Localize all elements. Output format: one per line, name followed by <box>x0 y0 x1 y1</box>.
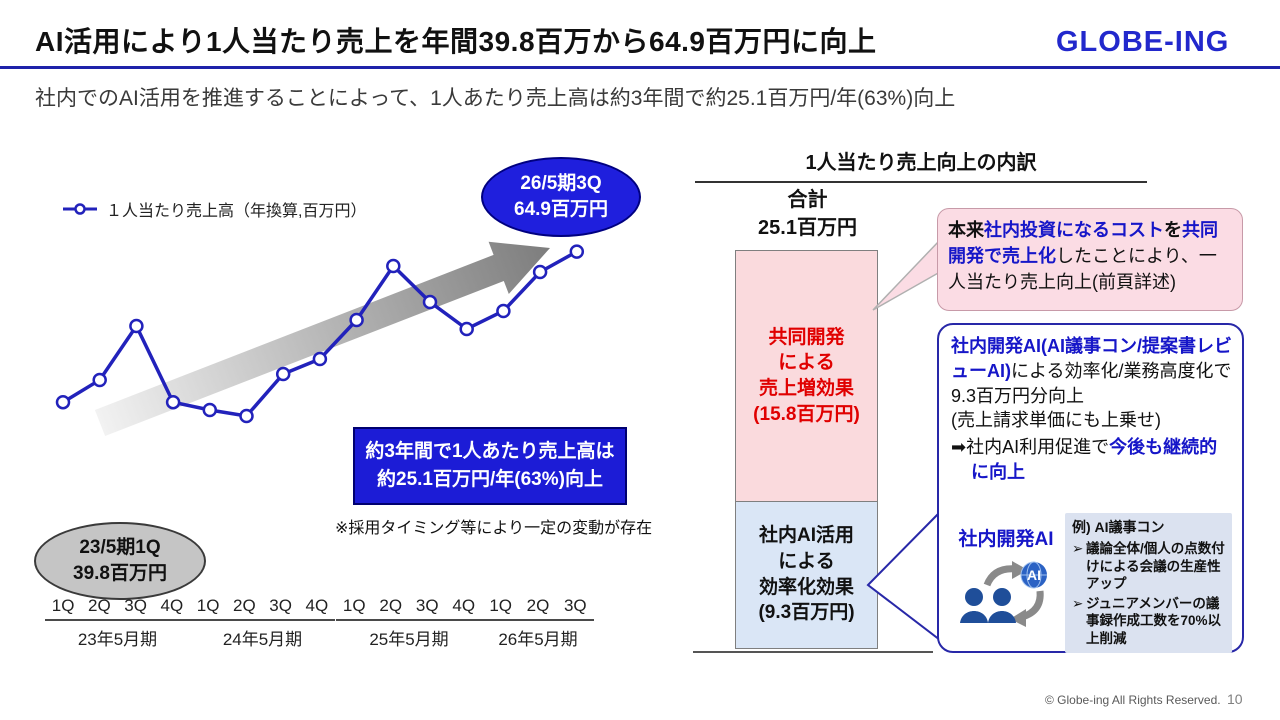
people-cycle-icon: AI <box>960 561 1047 628</box>
tick-label: 4Q <box>452 596 476 615</box>
detail-paragraph: 社内開発AI(AI議事コン/提案書レビューAI)による効率化/業務高度化で9.3… <box>951 334 1232 408</box>
year-label: 24年5月期 <box>222 630 303 649</box>
svg-text:AI: AI <box>1027 567 1041 583</box>
tick-label: 2Q <box>233 596 256 615</box>
tick-row: 1Q 2Q 3Q 4Q <box>190 596 335 621</box>
detail-bottom-row: 社内開発AI AI 例) <box>947 513 1232 653</box>
tick-label: 2Q <box>526 596 550 615</box>
growth-highlight-line1: 約3年間で1人あたり売上高は <box>365 440 615 462</box>
bullet-marker-icon: ➢ <box>1072 596 1084 612</box>
end-callout-value: 64.9百万円 <box>514 199 608 220</box>
detail-text-em: 今後も継続的に向上 <box>971 437 1218 483</box>
callout-text: を <box>1164 220 1182 240</box>
tick-label: 1Q <box>196 596 220 615</box>
tick-label: 3Q <box>415 596 439 615</box>
tick-row: 1Q 2Q 3Q 4Q <box>45 596 190 621</box>
example-title: 例) AI議事コン <box>1072 519 1165 535</box>
callout-text-em: 社内投資になるコスト <box>984 220 1164 240</box>
sales-line-chart <box>55 241 585 436</box>
year-label: 23年5月期 <box>77 630 158 649</box>
tick-row: 1Q 2Q 3Q <box>482 596 594 621</box>
detail-conclusion: ➡社内AI利用促進で今後も継続的に向上 <box>951 435 1232 485</box>
growth-highlight-box: 約3年間で1人あたり売上高は 約25.1百万円/年(63%)向上 <box>353 427 627 505</box>
detail-note: (売上請求単価にも上乗せ) <box>951 410 1161 431</box>
bullet-text: ジュニアメンバーの議事録作成工数を70%以上削減 <box>1086 596 1222 646</box>
year-label: 25年5月期 <box>369 630 449 649</box>
trend-arrow-icon <box>94 241 551 436</box>
end-value-callout: 26/5期3Q 64.9百万円 <box>481 157 641 237</box>
page-number: 10 <box>1227 691 1243 707</box>
year-label: 26年5月期 <box>498 630 578 649</box>
total-label-line2: 25.1百万円 <box>758 217 857 239</box>
total-label-line1: 合計 <box>787 189 828 211</box>
bar-segment-joint-dev: 共同開発 による 売上増効果 (15.8百万円) <box>735 250 878 502</box>
company-logo: GLOBE-ING <box>1056 26 1230 58</box>
page-title: AI活用により1人当たり売上を年間39.8百万から64.9百万円に向上 <box>35 26 877 57</box>
detail-text: ➡社内AI利用促進で <box>951 437 1110 458</box>
tick-label: 3Q <box>124 596 147 615</box>
tick-label: 2Q <box>88 596 111 615</box>
end-callout-period: 26/5期3Q <box>520 173 602 195</box>
tick-label: 1Q <box>51 596 75 615</box>
callout-text-em: 共同開発で売上化 <box>948 220 1218 267</box>
tick-label: 3Q <box>563 596 587 615</box>
tick-label: 1Q <box>489 596 512 615</box>
detail-text-em: 社内開発AI(AI議事コン/提案書レビューAI) <box>951 336 1232 381</box>
joint-dev-callout: 本来社内投資になるコストを共同開発で売上化したことにより、一人当たり売上向上(前… <box>937 208 1243 311</box>
page-subtitle: 社内でのAI活用を推進することによって、1人あたり売上高は約3年間で約25.1百… <box>35 87 956 110</box>
bar-total-label: 合計 25.1百万円 <box>720 186 895 242</box>
example-bullet: ➢ 議論全体/個人の点数付けによる会議の生産性アップ <box>1072 540 1226 592</box>
callout-text: 本来 <box>948 220 984 240</box>
header-divider <box>0 66 1280 69</box>
chart-legend: １人当たり売上高（年換算,百万円） <box>62 197 366 221</box>
start-callout-value: 39.8百万円 <box>73 563 167 584</box>
copyright-text: © Globe-ing All Rights Reserved. <box>1045 693 1221 707</box>
chart-footnote: ※採用タイミング等により一定の変動が存在 <box>335 520 653 537</box>
start-callout-period: 23/5期1Q <box>79 537 161 559</box>
breakdown-title: 1人当たり売上向上の内訳 <box>695 146 1147 183</box>
tick-label: 3Q <box>269 596 292 615</box>
internal-ai-label: 社内開発AI <box>958 529 1054 550</box>
bullet-marker-icon: ➢ <box>1072 541 1084 557</box>
axis-group-fy24: 1Q 2Q 3Q 4Q 24年5月期 <box>190 596 335 650</box>
ai-badge-icon: AI <box>1020 561 1047 589</box>
bullet-text: 議論全体/個人の点数付けによる会議の生産性アップ <box>1086 541 1225 591</box>
callout-text: 一人当たり売上向上(前頁詳述) <box>948 246 1217 293</box>
line-series <box>55 244 585 424</box>
breakdown-bar: 共同開発 による 売上増効果 (15.8百万円) 社内AI活用 による 効率化効… <box>735 250 878 649</box>
segment-label: 共同開発 による 売上増効果 (15.8百万円) <box>753 326 860 425</box>
axis-group-fy23: 1Q 2Q 3Q 4Q 23年5月期 <box>45 596 190 650</box>
tick-label: 4Q <box>305 596 329 615</box>
axis-group-fy25: 1Q 2Q 3Q 4Q 25年5月期 <box>336 596 482 650</box>
ai-example-box: 例) AI議事コン ➢ 議論全体/個人の点数付けによる会議の生産性アップ ➢ ジ… <box>1065 513 1232 653</box>
tick-label: 4Q <box>160 596 184 615</box>
bar-baseline <box>693 651 933 653</box>
axis-group-fy26: 1Q 2Q 3Q 26年5月期 <box>482 596 594 650</box>
callout-text: したことにより、 <box>1056 246 1199 267</box>
start-value-callout: 23/5期1Q 39.8百万円 <box>34 522 206 600</box>
detail-text: による効率化/業務高度化で9.3百万円分向上 <box>951 360 1232 406</box>
tick-label: 1Q <box>342 596 366 615</box>
internal-ai-detail-box: 社内開発AI(AI議事コン/提案書レビューAI)による効率化/業務高度化で9.3… <box>937 323 1244 653</box>
internal-ai-figure: 社内開発AI AI <box>947 513 1065 653</box>
legend-marker-icon <box>63 203 97 215</box>
bar-segment-internal-ai: 社内AI活用 による 効率化効果 (9.3百万円) <box>735 500 878 649</box>
legend-label: １人当たり売上高（年換算,百万円） <box>106 203 367 220</box>
growth-highlight-line2: 約25.1百万円/年(63%)向上 <box>377 469 603 490</box>
example-bullet: ➢ ジュニアメンバーの議事録作成工数を70%以上削減 <box>1072 595 1226 647</box>
tick-row: 1Q 2Q 3Q 4Q <box>336 596 482 621</box>
segment-label: 社内AI活用 による 効率化効果 (9.3百万円) <box>758 525 855 624</box>
tick-label: 2Q <box>379 596 403 615</box>
